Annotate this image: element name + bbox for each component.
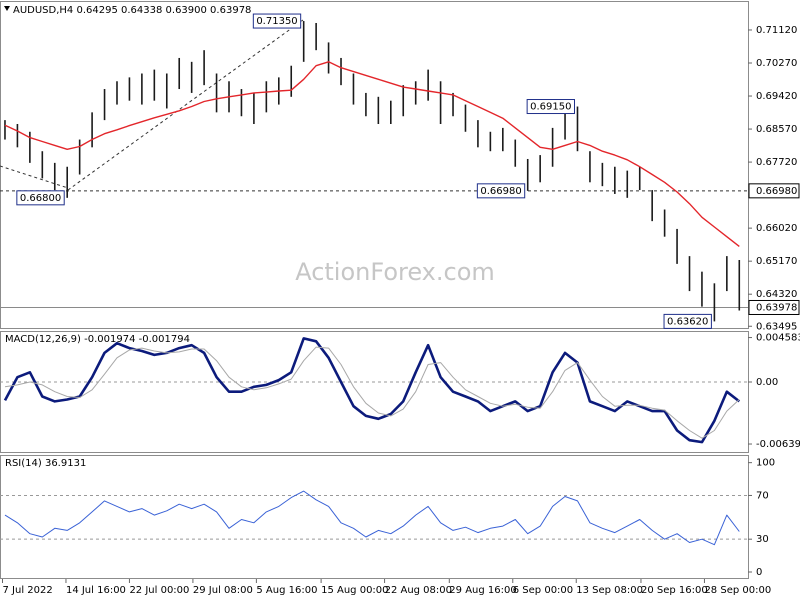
y-tick-label: 0.71120 <box>756 25 797 36</box>
y-tick-label: 0.65170 <box>756 256 797 267</box>
y-tick-label: 30 <box>756 534 769 545</box>
y-tick-label: 0.63495 <box>756 321 797 332</box>
annotation-label: 0.66800 <box>20 193 61 204</box>
y-tick-label: 0.67720 <box>756 157 797 168</box>
y-tick-label: 0.70270 <box>756 58 797 69</box>
annotation-label: 0.63620 <box>667 316 708 327</box>
y-tick-label: 0.69420 <box>756 91 797 102</box>
y-tick-label: -0.006397 <box>756 439 800 450</box>
x-tick-label: 28 Sep 00:00 <box>704 585 771 596</box>
level-label-box <box>748 183 800 199</box>
y-tick-label: 100 <box>756 458 775 469</box>
level-label: 0.63978 <box>756 302 797 313</box>
annotation-box <box>526 99 575 115</box>
trend-line <box>67 19 304 191</box>
x-tick-label: 13 Sep 08:00 <box>576 585 643 596</box>
x-tick-label: 14 Jul 16:00 <box>66 585 126 596</box>
annotation-box <box>16 190 65 206</box>
y-tick-label: 0.66020 <box>756 223 797 234</box>
price-panel-frame <box>0 1 749 329</box>
annotation-label: 0.71350 <box>256 16 297 27</box>
menu-icon <box>4 6 10 11</box>
x-tick-label: 22 Jul 00:00 <box>129 585 189 596</box>
series-line <box>4 346 740 439</box>
y-tick-label: 0.68570 <box>756 124 797 135</box>
annotation-box <box>663 313 712 329</box>
x-tick-label: 22 Aug 08:00 <box>385 585 452 596</box>
x-tick-label: 20 Sep 16:00 <box>641 585 708 596</box>
y-tick-label: 0 <box>756 567 762 578</box>
series-line <box>4 61 740 247</box>
annotation-box <box>252 13 302 29</box>
x-tick-label: 6 Sep 00:00 <box>513 585 573 596</box>
y-tick-label: 70 <box>756 490 769 501</box>
x-tick-label: 15 Aug 00:00 <box>321 585 388 596</box>
annotation-label: 0.69150 <box>530 102 571 113</box>
x-tick-label: 5 Aug 16:00 <box>256 585 317 596</box>
level-label-box <box>748 299 800 315</box>
panel-title: MACD(12,26,9) -0.001974 -0.001794 <box>5 334 190 345</box>
y-tick-label: 0.00 <box>756 377 778 388</box>
rsi-panel-frame <box>0 455 749 579</box>
x-tick-label: 7 Jul 2022 <box>2 585 52 596</box>
y-tick-label: 0.004583 <box>756 333 800 344</box>
x-tick-label: 29 Jul 08:00 <box>193 585 253 596</box>
annotation-label: 0.66980 <box>480 186 521 197</box>
watermark: ActionForex.com <box>295 258 495 286</box>
macd-panel-frame <box>0 331 749 453</box>
series-line <box>3 337 741 444</box>
panel-title: AUDUSD,H4 0.64295 0.64338 0.63900 0.6397… <box>13 5 251 16</box>
panel-title: RSI(14) 36.9131 <box>5 458 86 469</box>
x-tick-label: 29 Aug 16:00 <box>449 585 516 596</box>
y-tick-label: 0.64320 <box>756 289 797 300</box>
level-label: 0.66980 <box>756 186 797 197</box>
annotation-box <box>476 183 526 199</box>
series-line <box>4 490 740 546</box>
